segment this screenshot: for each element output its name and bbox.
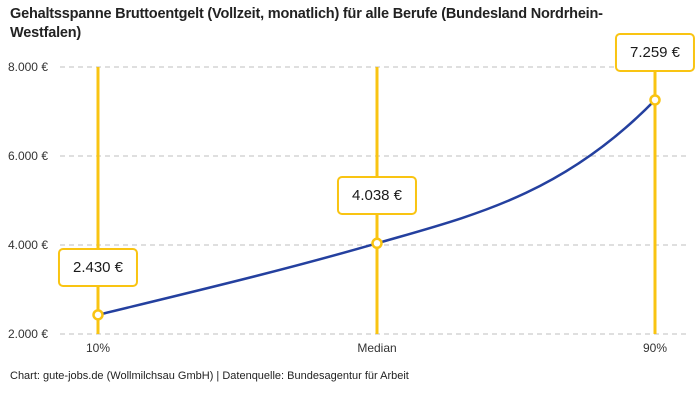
y-tick-label: 6.000 € (7, 149, 48, 163)
y-tick-label: 4.000 € (7, 238, 48, 252)
x-tick-label-10pct: 10% (85, 341, 111, 355)
value-label-10pct: 2.430 € (57, 247, 139, 287)
value-label-90pct: 7.259 € (614, 32, 696, 72)
x-tick-label-median: Median (357, 341, 397, 355)
x-tick-label-90pct: 90% (642, 341, 668, 355)
y-tick-label: 2.000 € (7, 327, 48, 341)
value-label-median: 4.038 € (336, 176, 418, 216)
chart-title: Gehaltsspanne Bruttoentgelt (Vollzeit, m… (10, 6, 603, 41)
data-point-marker (371, 237, 383, 250)
attribution-footer: Chart: gute-jobs.de (Wollmilchsau GmbH) … (10, 370, 409, 382)
y-tick-label: 8.000 € (7, 60, 48, 74)
data-point-marker (649, 94, 661, 106)
data-point-marker (92, 309, 104, 321)
